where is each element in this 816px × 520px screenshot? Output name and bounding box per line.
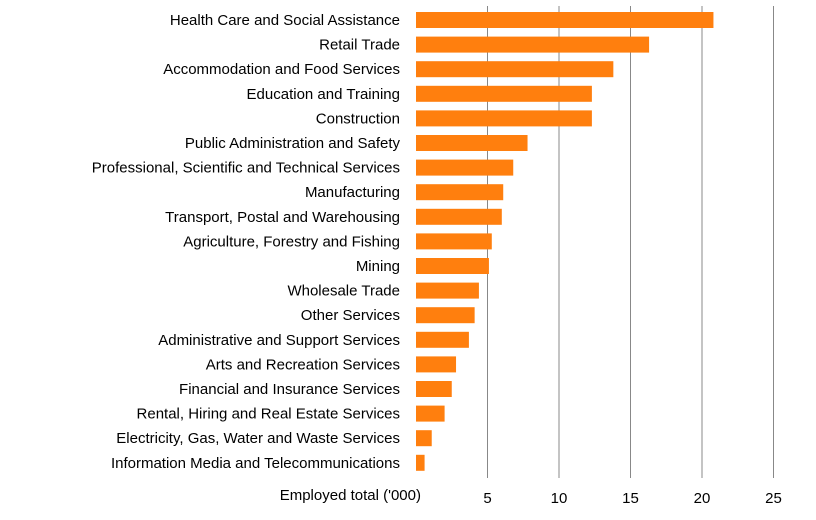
x-tick-label: 10 bbox=[551, 490, 568, 507]
bar bbox=[416, 61, 614, 78]
bar bbox=[416, 282, 479, 299]
category-label: Information Media and Telecommunications bbox=[111, 455, 400, 472]
bar bbox=[416, 307, 475, 324]
bar bbox=[416, 454, 425, 471]
category-label: Transport, Postal and Warehousing bbox=[165, 209, 400, 226]
bar bbox=[416, 258, 489, 274]
bars bbox=[416, 12, 714, 471]
bar bbox=[416, 405, 445, 422]
bar bbox=[416, 331, 469, 348]
category-label: Construction bbox=[316, 110, 400, 127]
category-label: Financial and Insurance Services bbox=[179, 381, 400, 398]
x-tick-label: 20 bbox=[694, 490, 711, 507]
gridlines bbox=[487, 6, 774, 478]
x-tick-labels: 5 10 15 20 25 bbox=[483, 490, 782, 507]
category-label: Public Administration and Safety bbox=[185, 135, 401, 152]
category-label: Electricity, Gas, Water and Waste Servic… bbox=[116, 430, 400, 447]
x-tick-label: 5 bbox=[483, 490, 491, 507]
bar bbox=[416, 184, 504, 201]
category-label: Rental, Hiring and Real Estate Services bbox=[137, 406, 400, 423]
bar bbox=[416, 356, 457, 373]
category-label: Wholesale Trade bbox=[287, 283, 400, 300]
x-tick-label: 15 bbox=[622, 490, 639, 507]
bar bbox=[416, 110, 592, 127]
category-label: Mining bbox=[356, 258, 400, 275]
x-axis-label: Employed total ('000) bbox=[280, 487, 421, 504]
category-label: Other Services bbox=[301, 307, 400, 324]
bar bbox=[416, 36, 650, 53]
category-label: Education and Training bbox=[247, 86, 400, 103]
category-label: Manufacturing bbox=[305, 184, 400, 201]
category-labels: Health Care and Social Assistance Retail … bbox=[92, 12, 401, 472]
bar bbox=[416, 135, 528, 151]
category-label: Agriculture, Forestry and Fishing bbox=[183, 233, 400, 250]
category-label: Retail Trade bbox=[319, 37, 400, 54]
bar bbox=[416, 233, 492, 250]
x-tick-label: 25 bbox=[765, 490, 782, 507]
bar bbox=[416, 381, 452, 397]
bar bbox=[416, 159, 514, 176]
bar bbox=[416, 208, 502, 225]
category-label: Health Care and Social Assistance bbox=[170, 12, 400, 29]
category-label: Administrative and Support Services bbox=[158, 332, 400, 349]
category-label: Accommodation and Food Services bbox=[163, 61, 400, 78]
bar bbox=[416, 430, 432, 447]
category-label: Professional, Scientific and Technical S… bbox=[92, 160, 400, 177]
bar bbox=[416, 85, 592, 102]
bar bbox=[416, 12, 714, 28]
category-label: Arts and Recreation Services bbox=[206, 356, 400, 373]
